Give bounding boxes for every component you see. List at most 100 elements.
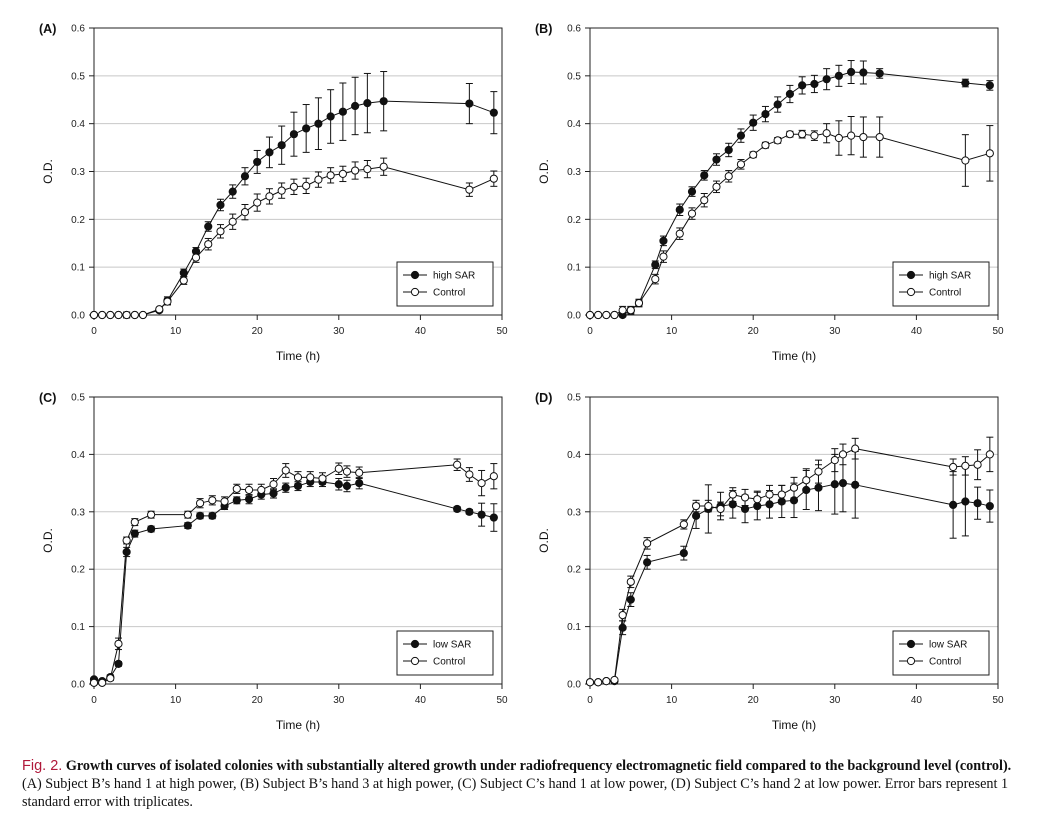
data-point xyxy=(489,472,498,481)
data-point xyxy=(773,136,782,145)
data-point xyxy=(195,511,205,520)
series-open xyxy=(89,157,498,320)
data-point xyxy=(585,678,595,687)
data-point xyxy=(138,310,148,320)
x-tick-label: 20 xyxy=(252,695,264,706)
data-point xyxy=(602,677,611,686)
legend-marker xyxy=(410,656,420,666)
y-tick-label: 0.6 xyxy=(567,24,581,35)
x-axis-label: Time (h) xyxy=(772,349,816,363)
series-open xyxy=(585,436,994,687)
x-tick-label: 40 xyxy=(415,326,427,337)
data-point xyxy=(489,513,498,522)
chart-panel: 0.0 0.1 0.2 0.3 0.4 0.5 0 10 20 30 40 50 Time (h) O.D… xyxy=(39,391,508,732)
data-point xyxy=(700,171,709,180)
data-point xyxy=(724,145,733,155)
data-point xyxy=(228,187,237,196)
data-point xyxy=(183,510,192,519)
x-axis-label: Time (h) xyxy=(276,349,320,363)
data-point xyxy=(281,466,290,475)
data-point xyxy=(626,577,635,586)
y-tick-label: 0.1 xyxy=(567,263,581,274)
x-tick-label: 40 xyxy=(911,695,923,706)
x-tick-label: 0 xyxy=(587,326,593,337)
data-point xyxy=(712,155,721,164)
series-open xyxy=(89,458,498,687)
legend-label: Control xyxy=(433,657,465,668)
legend-marker xyxy=(410,287,420,297)
data-point xyxy=(712,182,721,191)
data-point xyxy=(216,200,225,210)
data-point xyxy=(594,678,603,687)
data-point xyxy=(265,148,274,157)
data-point xyxy=(838,450,848,459)
data-point xyxy=(277,141,286,150)
legend-label: Control xyxy=(433,288,465,299)
data-point xyxy=(585,310,595,320)
data-point xyxy=(961,156,970,165)
x-tick-label: 10 xyxy=(170,326,182,337)
x-tick-label: 50 xyxy=(992,326,1004,337)
data-point xyxy=(973,499,982,508)
data-point xyxy=(634,298,644,308)
data-point xyxy=(847,67,856,77)
data-point xyxy=(985,81,994,90)
data-point xyxy=(281,483,290,492)
y-tick-label: 0.4 xyxy=(71,450,85,461)
caption-label: Fig. 2. xyxy=(22,758,63,774)
legend-marker xyxy=(410,270,420,280)
data-point xyxy=(122,547,131,557)
data-point xyxy=(355,479,364,488)
data-point xyxy=(106,310,115,320)
data-point xyxy=(765,490,774,499)
legend-label: high SAR xyxy=(433,271,475,282)
data-point xyxy=(687,209,697,218)
data-point xyxy=(859,132,868,142)
legend-marker xyxy=(410,639,420,649)
data-point xyxy=(465,99,474,108)
data-point xyxy=(724,172,733,181)
data-point xyxy=(659,252,668,261)
data-point xyxy=(691,511,701,520)
data-point xyxy=(351,166,360,175)
data-point xyxy=(302,181,311,190)
data-point xyxy=(736,160,746,169)
legend: high SAR Control xyxy=(396,261,494,307)
x-tick-label: 0 xyxy=(587,695,593,706)
data-point xyxy=(277,186,286,195)
data-point xyxy=(618,611,627,620)
data-point xyxy=(208,511,217,520)
data-point xyxy=(204,222,213,231)
x-tick-label: 20 xyxy=(252,326,264,337)
y-tick-label: 0.2 xyxy=(71,565,85,576)
x-tick-label: 40 xyxy=(911,326,923,337)
data-point xyxy=(155,305,164,314)
data-point xyxy=(851,444,860,453)
data-point xyxy=(253,157,262,167)
data-point xyxy=(753,495,762,504)
y-tick-label: 0.2 xyxy=(567,565,581,576)
legend: low SAR Control xyxy=(892,630,990,676)
data-point xyxy=(477,510,486,519)
data-point xyxy=(306,473,315,482)
data-point xyxy=(610,675,619,685)
x-tick-label: 10 xyxy=(666,326,678,337)
data-point xyxy=(736,131,746,140)
data-point xyxy=(130,518,139,527)
data-point xyxy=(594,310,603,320)
data-point xyxy=(949,500,958,510)
data-point xyxy=(130,310,139,320)
legend: low SAR Control xyxy=(396,630,494,676)
data-point xyxy=(679,549,688,558)
data-point xyxy=(379,97,388,106)
data-point xyxy=(232,484,241,493)
data-point xyxy=(822,129,831,138)
data-point xyxy=(802,476,811,485)
figure-caption: Fig. 2. Growth curves of isolated coloni… xyxy=(22,757,1022,811)
data-point xyxy=(814,467,823,476)
y-tick-label: 0.1 xyxy=(567,622,581,633)
caption-text: (A) Subject B’s hand 1 at high power, (B… xyxy=(22,776,1009,810)
y-tick-label: 0.4 xyxy=(567,119,581,130)
data-point xyxy=(643,539,652,548)
data-point xyxy=(949,462,958,472)
